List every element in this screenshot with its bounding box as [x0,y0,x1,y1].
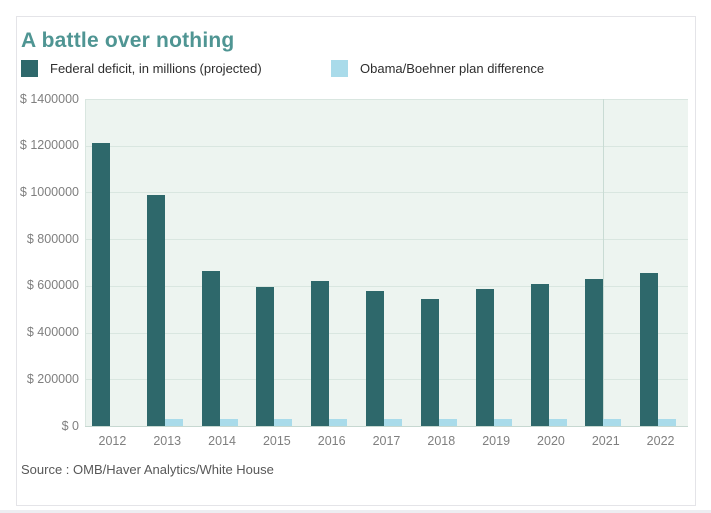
bar-difference-2022 [658,419,677,426]
gridline [85,99,688,100]
x-tick-label-2022: 2022 [646,434,675,448]
bar-group-2012 [85,99,140,426]
bar-group-2014 [195,99,250,426]
legend-swatch-difference [331,59,348,77]
x-tick-label-2012: 2012 [98,434,127,448]
bar-group-2017 [359,99,414,426]
bar-group-2013 [140,99,195,426]
page-title: A battle over nothing [21,29,235,52]
y-tick-label: $ 600000 [26,278,79,293]
gridline [85,379,688,381]
bar-deficit-2022 [640,273,659,426]
bar-deficit-2013 [146,194,165,426]
y-tick-label: $ 200000 [26,371,79,386]
x-tick-label-2019: 2019 [482,434,511,448]
legend-item-deficit: Federal deficit, in millions (projected) [21,58,262,78]
chart-card: A battle over nothing Federal deficit, i… [16,16,696,506]
source-note: Source : OMB/Haver Analytics/White House [21,462,274,477]
bar-group-2016 [304,99,359,426]
bottom-strip [0,510,711,513]
y-tick-label: $ 400000 [26,325,79,340]
bar-deficit-2012 [92,143,110,426]
y-axis-line [85,99,86,426]
bar-difference-2020 [548,419,567,426]
projection-divider-line [603,99,604,426]
bar-difference-2019 [493,419,512,426]
bar-deficit-2014 [201,270,220,426]
x-tick-label-2015: 2015 [262,434,291,448]
legend-label-deficit: Federal deficit, in millions (projected) [50,60,262,76]
bar-deficit-2018 [420,298,439,426]
gridline [85,239,688,241]
y-tick-label: $ 800000 [26,231,79,246]
gridline [85,285,688,287]
x-tick-label-2017: 2017 [372,434,401,448]
legend-label-difference: Obama/Boehner plan difference [360,60,545,76]
bar-deficit-2015 [256,287,275,426]
x-tick-label-2016: 2016 [317,434,346,448]
bar-deficit-2021 [585,278,604,426]
bar-difference-2014 [219,419,238,426]
bar-difference-2015 [274,419,293,426]
bar-group-2021 [578,99,633,426]
bar-difference-2016 [329,419,348,426]
y-tick-label: $ 1200000 [19,138,79,153]
legend-item-difference: Obama/Boehner plan difference [331,58,544,78]
y-tick-label: $ 1000000 [19,184,79,199]
bar-difference-2018 [438,419,457,426]
x-tick-label-2021: 2021 [591,434,620,448]
legend-swatch-deficit [21,59,38,77]
x-tick-label-2014: 2014 [208,434,236,448]
gridline [85,332,688,334]
gridline [85,145,688,147]
x-tick-label-2018: 2018 [427,434,456,448]
x-tick-label-2020: 2020 [537,434,565,448]
bar-group-2020 [524,99,579,426]
bar-deficit-2019 [475,289,494,426]
bar-deficit-2017 [366,290,385,426]
gridline [85,192,688,194]
x-tick-label-2013: 2013 [153,434,182,448]
y-tick-label: $ 1400000 [19,91,79,106]
plot-area [85,99,688,427]
bar-group-2019 [469,99,524,426]
bar-difference-2017 [384,419,403,426]
bar-group-2018 [414,99,469,426]
bar-group-2022 [633,99,688,426]
bar-group-2015 [249,99,304,426]
bar-difference-2021 [603,419,622,426]
bar-deficit-2016 [311,281,330,426]
bar-deficit-2020 [530,283,549,426]
y-tick-label: $ 0 [61,418,79,433]
bar-difference-2013 [164,419,183,426]
